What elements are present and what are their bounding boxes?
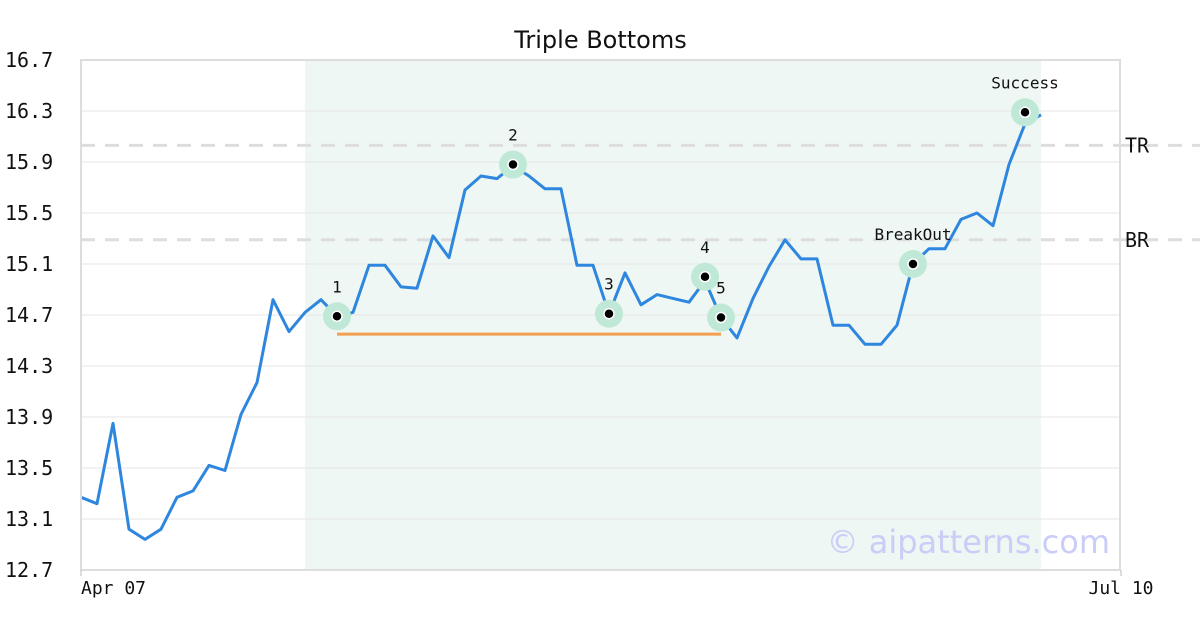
y-tick-label: 13.5 [5, 456, 53, 480]
y-tick-label: 15.5 [5, 201, 53, 225]
y-tick-label: 15.9 [5, 150, 53, 174]
pattern-point: 4 [691, 238, 719, 291]
pattern-point: Success [991, 73, 1059, 127]
watermark: © aipatterns.com [827, 523, 1110, 561]
y-tick-label: 14.3 [5, 354, 53, 378]
pattern-point-label: 3 [604, 275, 614, 294]
pattern-point-label: 1 [332, 277, 342, 296]
y-tick-label: 12.7 [5, 558, 53, 582]
x-tick-label: Jul 10 [1088, 578, 1153, 599]
y-tick-label: 16.7 [5, 48, 53, 72]
pattern-point-label: 5 [716, 279, 726, 298]
pattern-point-label: 2 [508, 126, 518, 145]
pattern-point-dot [715, 311, 727, 324]
y-tick-label: 13.9 [5, 405, 53, 429]
plot-frame [80, 59, 1121, 571]
resistance-label: BR [1125, 228, 1150, 252]
pattern-point: 2 [499, 126, 527, 179]
pattern-point-dot [603, 307, 615, 320]
pattern-point-dot [699, 271, 711, 283]
x-tick-label: Apr 07 [81, 578, 146, 599]
pattern-point-label: 4 [700, 238, 710, 257]
y-tick-label: 16.3 [5, 99, 53, 123]
y-tick-label: 13.1 [5, 507, 53, 531]
pattern-point-dot [1019, 106, 1031, 119]
pattern-point: BreakOut [874, 225, 952, 278]
price-line [80, 113, 1042, 541]
pattern-point-dot [907, 258, 919, 270]
chart-title: Triple Bottoms [513, 26, 687, 54]
pattern-point-label: BreakOut [874, 225, 951, 244]
y-tick-label: 14.7 [5, 303, 53, 327]
pattern-point-dot [507, 158, 519, 171]
pattern-point: 3 [595, 275, 623, 328]
pattern-point: 5 [707, 279, 735, 332]
pattern-point: 1 [323, 277, 351, 331]
pattern-point-label: Success [991, 73, 1058, 92]
pattern-point-dot [331, 310, 343, 323]
resistance-label: TR [1125, 133, 1150, 157]
y-tick-label: 15.1 [5, 252, 53, 276]
